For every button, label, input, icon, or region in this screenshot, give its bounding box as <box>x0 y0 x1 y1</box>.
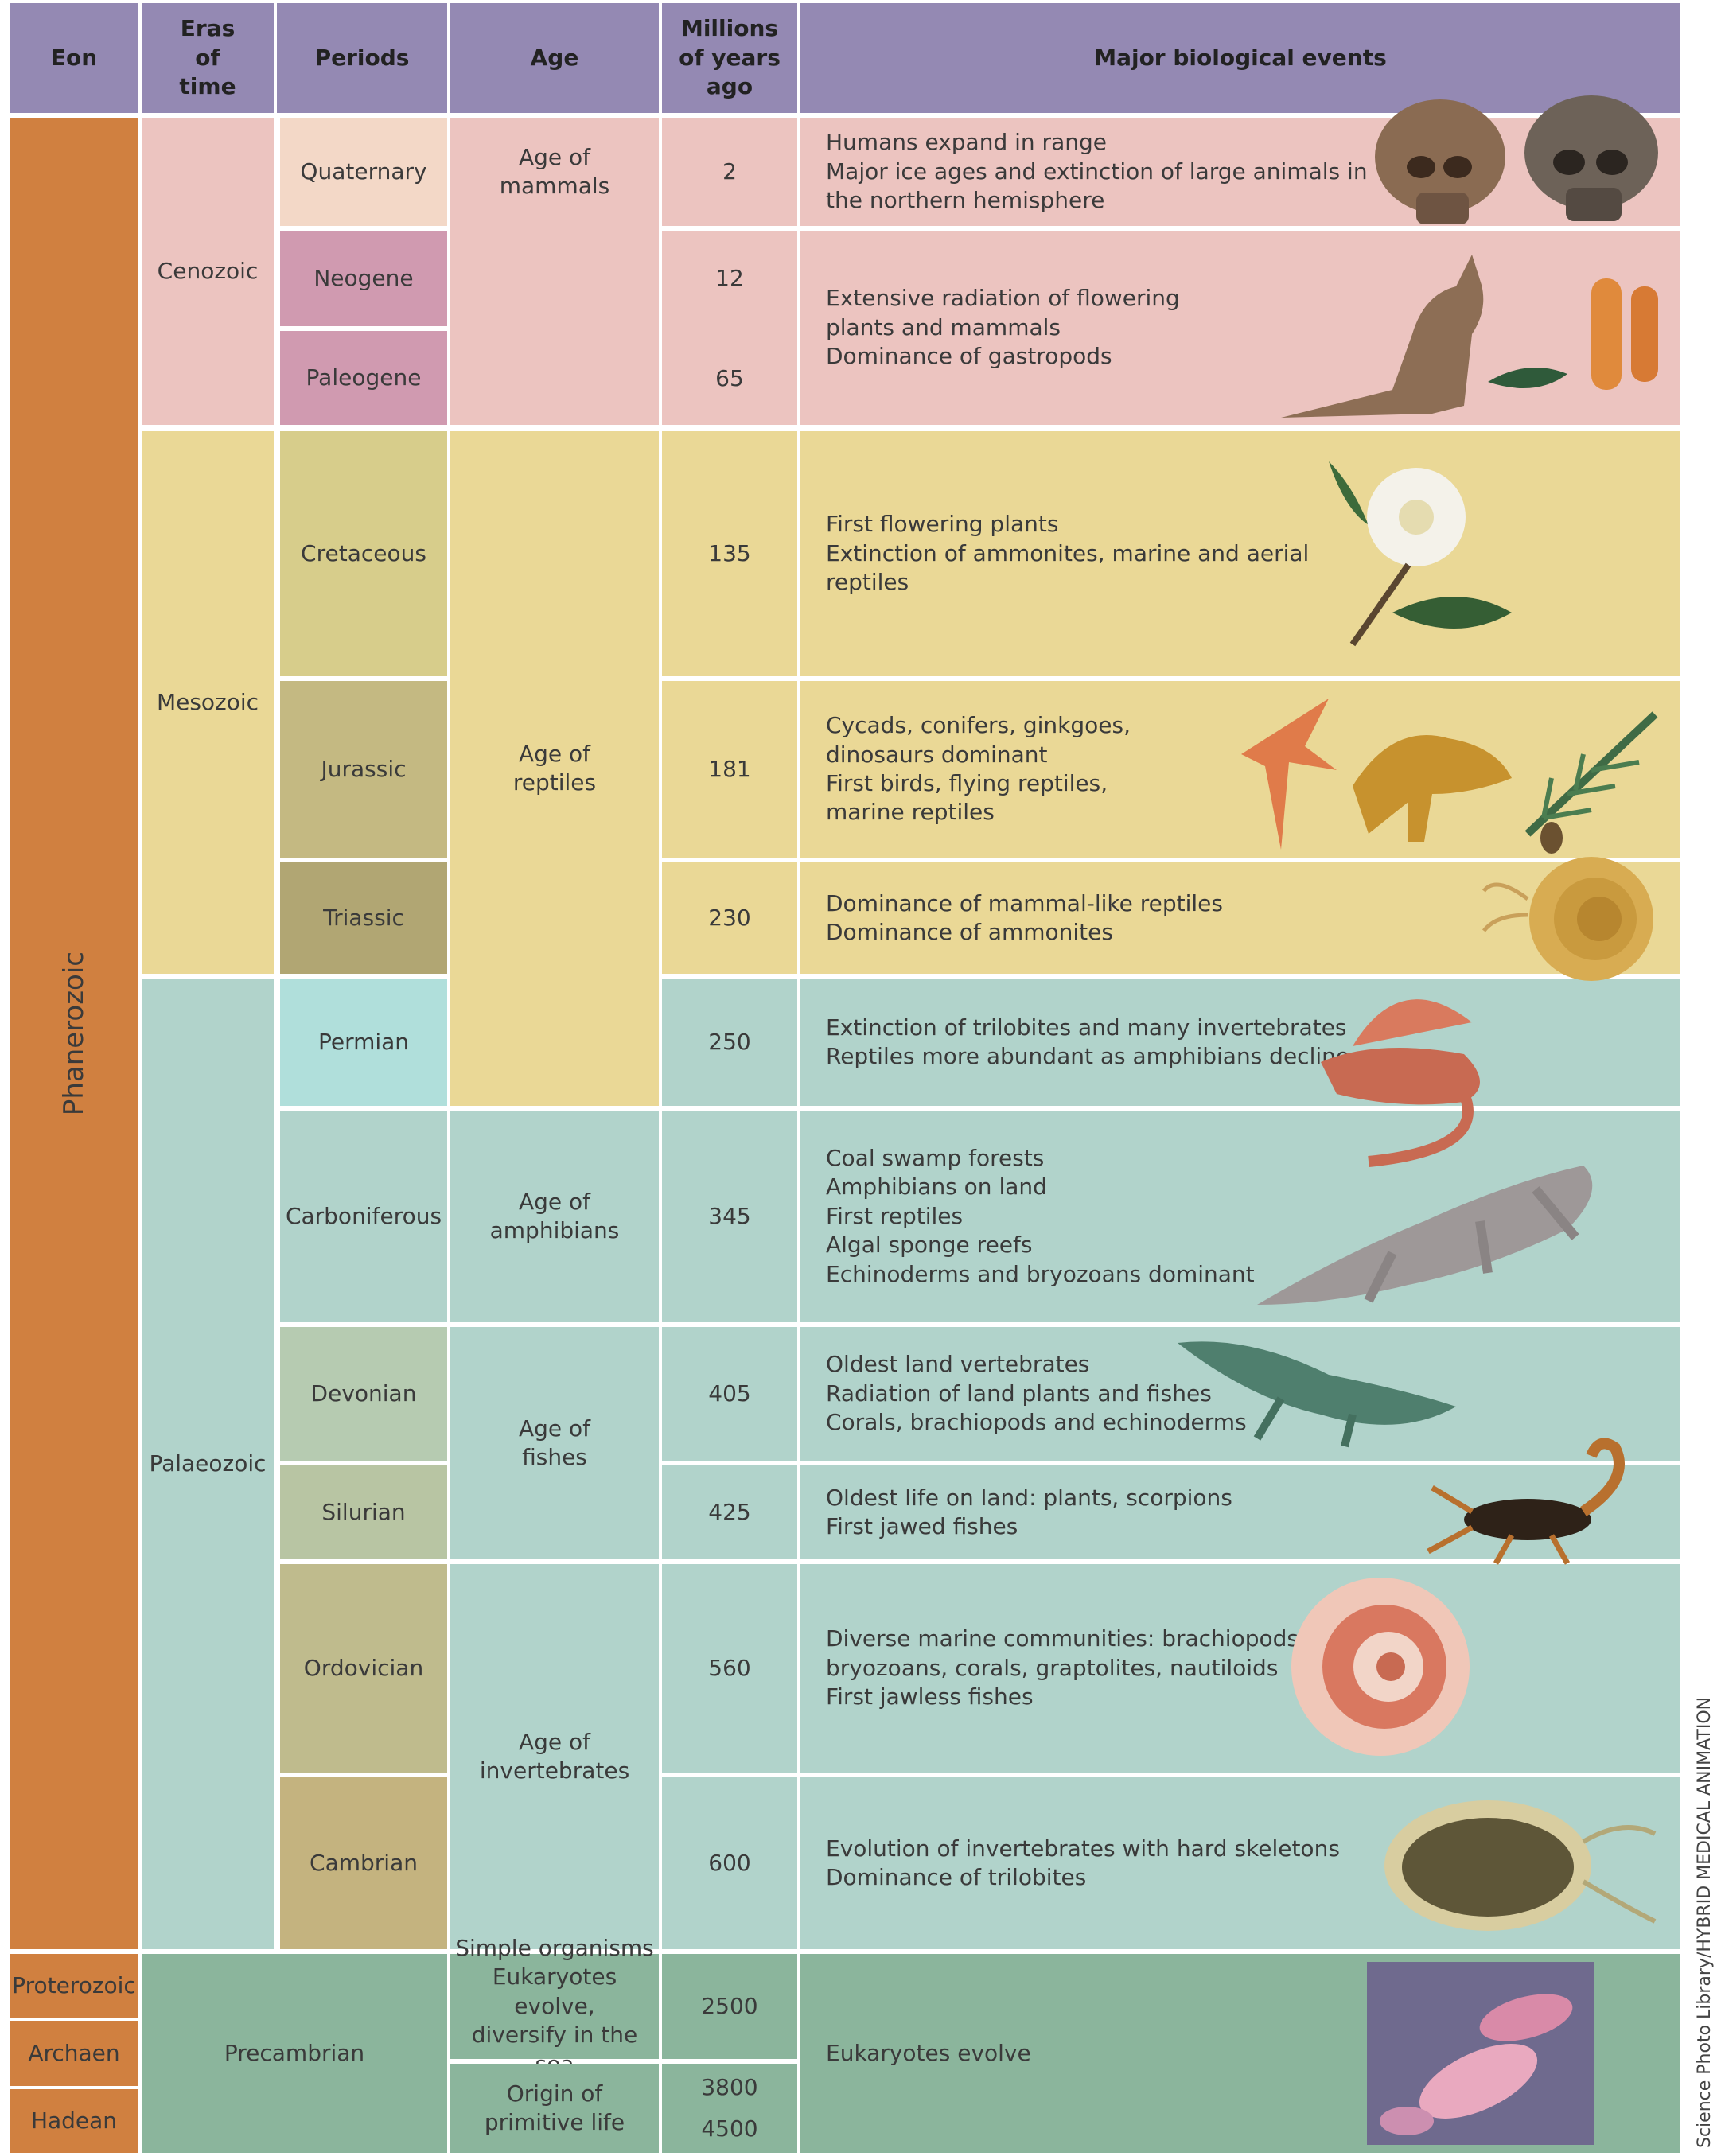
mya-jurassic: 181 <box>662 681 797 858</box>
mya-early-block: 3800 4500 <box>662 2064 797 2153</box>
period-jurassic: Jurassic <box>280 681 447 858</box>
age-invertebrates: Age of invertebrates <box>450 1564 659 1949</box>
header-eras: Eras of time <box>142 3 274 113</box>
period-triassic: Triassic <box>280 862 447 974</box>
mya-cenozoic-block: 12 65 <box>662 231 797 425</box>
lobe-finned-fish-illustration <box>1178 1341 1456 1448</box>
period-neogene: Neogene <box>280 231 447 326</box>
mya-ordovician: 560 <box>662 1564 797 1773</box>
kangaroo-banksia-illustration <box>1281 255 1658 418</box>
events-neogene-paleogene: Extensive radiation of flowering plants a… <box>800 231 1680 425</box>
magnolia-illustration <box>1329 461 1512 647</box>
events-permian: Extinction of trilobites and many invert… <box>800 979 1680 1106</box>
trilobite-illustration <box>1384 1800 1657 1931</box>
dimetrodon-illustration <box>1321 999 1480 1167</box>
header-mya: Millions of years ago <box>662 3 797 113</box>
age-fishes: Age of fishes <box>450 1327 659 1559</box>
hominid-skulls-illustration <box>1375 95 1658 224</box>
mya-proterozoic: 2500 <box>662 1954 797 2059</box>
period-paleogene: Paleogene <box>280 331 447 425</box>
era-palaeozoic: Palaeozoic <box>142 979 274 1949</box>
mya-cambrian: 600 <box>662 1777 797 1949</box>
period-cambrian: Cambrian <box>280 1777 447 1949</box>
age-mammals: Age of mammals <box>450 118 659 425</box>
mya-paleogene: 65 <box>715 365 744 391</box>
mya-quaternary: 2 <box>662 118 797 226</box>
period-silurian: Silurian <box>280 1465 447 1559</box>
header-periods: Periods <box>277 3 447 113</box>
eon-phanerozoic: Phanerozoic <box>10 118 138 1949</box>
nautilus-illustration <box>1291 1578 1470 1756</box>
eon-archaen: Archaen <box>10 2021 138 2086</box>
eon-proterozoic: Proterozoic <box>10 1954 138 2018</box>
events-ordovician: Diverse marine communities: brachiopods,… <box>800 1564 1680 1773</box>
ammonite-illustration <box>1482 857 1653 981</box>
amphibian-illustration <box>1257 1166 1593 1305</box>
bacteria-illustration <box>1367 1962 1594 2145</box>
mya-carboniferous: 345 <box>662 1111 797 1322</box>
scorpion-illustration <box>1427 1438 1625 1565</box>
era-precambrian: Precambrian <box>142 1954 447 2153</box>
mya-hadean: 4500 <box>701 2115 758 2142</box>
mya-cretaceous: 135 <box>662 431 797 676</box>
mya-devonian: 405 <box>662 1327 797 1461</box>
era-cenozoic: Cenozoic <box>142 118 274 425</box>
header-events: Major biological events <box>800 3 1680 113</box>
mya-archaen: 3800 <box>701 2074 758 2100</box>
period-carboniferous: Carboniferous <box>280 1111 447 1322</box>
age-amphibians: Age of amphibians <box>450 1111 659 1322</box>
period-permian: Permian <box>280 979 447 1106</box>
header-age: Age <box>450 3 659 113</box>
mya-silurian: 425 <box>662 1465 797 1559</box>
mya-triassic: 230 <box>662 862 797 974</box>
era-mesozoic: Mesozoic <box>142 431 274 974</box>
jurassic-fauna-flora-illustration <box>1241 699 1658 854</box>
mya-permian: 250 <box>662 979 797 1106</box>
period-ordovician: Ordovician <box>280 1564 447 1773</box>
events-cretaceous: First flowering plants Extinction of ammo… <box>800 431 1680 676</box>
mya-neogene: 12 <box>715 265 744 291</box>
age-simple-organisms: Simple organisms Eukaryotes evolve, divers… <box>450 1935 659 2077</box>
header-eon: Eon <box>10 3 138 113</box>
period-cretaceous: Cretaceous <box>280 431 447 676</box>
age-origin-of-life: Origin of primitive life <box>450 2064 659 2153</box>
period-quaternary: Quaternary <box>280 118 447 226</box>
age-reptiles: Age of reptiles <box>450 431 659 1106</box>
photo-credit: Science Photo Library/HYBRID MEDICAL ANI… <box>1695 1696 1715 2148</box>
eon-hadean: Hadean <box>10 2089 138 2153</box>
period-devonian: Devonian <box>280 1327 447 1461</box>
